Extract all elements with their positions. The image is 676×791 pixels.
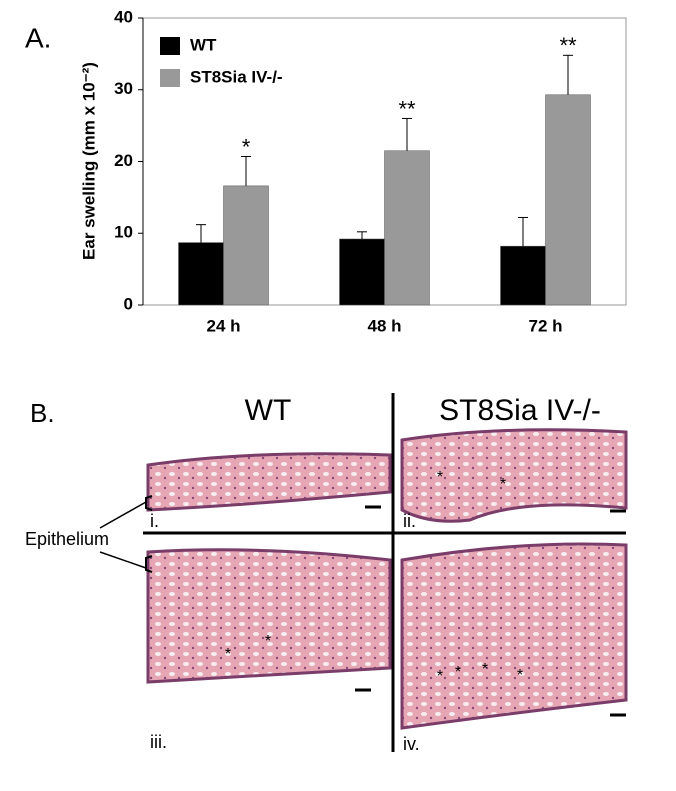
bar — [178, 242, 224, 306]
panel-label: A. — [25, 22, 51, 53]
error-bar — [518, 216, 528, 247]
asterisk: * — [482, 661, 488, 678]
asterisk: * — [437, 469, 443, 486]
error-bar — [402, 117, 412, 151]
bracket — [145, 495, 153, 511]
bar — [223, 185, 269, 306]
asterisk: * — [455, 664, 461, 681]
error-bar — [563, 54, 573, 95]
legend-label: WT — [190, 35, 217, 54]
y-tick-label: 0 — [124, 294, 133, 313]
asterisk: * — [225, 646, 231, 663]
callout: Epithelium — [25, 529, 109, 549]
error-bar — [357, 231, 367, 239]
legend-swatch — [160, 37, 180, 55]
panel-label: B. — [30, 398, 55, 428]
column-title: WT — [245, 394, 292, 427]
histology-image — [400, 428, 628, 523]
y-tick-label: 40 — [114, 7, 133, 26]
x-tick-label: 24 h — [206, 316, 240, 335]
legend-swatch — [160, 69, 180, 87]
y-axis-label: Ear swelling (mm x 10⁻²) — [79, 62, 98, 260]
image-label: i. — [150, 511, 159, 531]
error-bar — [196, 224, 206, 243]
significance: * — [242, 134, 251, 159]
arrow — [99, 551, 147, 569]
asterisk: * — [517, 667, 523, 684]
bar — [339, 238, 385, 306]
asterisk: * — [437, 668, 443, 685]
image-label: iii. — [150, 732, 167, 752]
legend-label: ST8Sia IV-/- — [190, 67, 283, 86]
error-bar — [241, 155, 251, 186]
asterisk: * — [265, 633, 271, 650]
bar — [545, 94, 591, 306]
image-label: ii. — [403, 511, 416, 531]
significance: ** — [398, 96, 416, 121]
bar — [500, 245, 546, 306]
y-tick-label: 10 — [114, 223, 133, 242]
y-tick-label: 30 — [114, 79, 133, 98]
histology-image — [400, 542, 628, 730]
bracket — [145, 555, 153, 573]
column-title: ST8Sia IV-/- — [439, 394, 601, 427]
bar — [384, 150, 430, 306]
arrow — [99, 501, 147, 529]
histology-image — [146, 548, 392, 684]
x-tick-label: 48 h — [367, 316, 401, 335]
asterisk: * — [500, 476, 506, 493]
significance: ** — [559, 33, 577, 58]
panel-b: B. WT ST8Sia IV-/- Epithelium i. ii. iii… — [25, 393, 628, 754]
histology-image — [146, 452, 392, 512]
y-tick-label: 20 — [114, 151, 133, 170]
x-tick-label: 72 h — [528, 316, 562, 335]
image-label: iv. — [403, 734, 420, 754]
